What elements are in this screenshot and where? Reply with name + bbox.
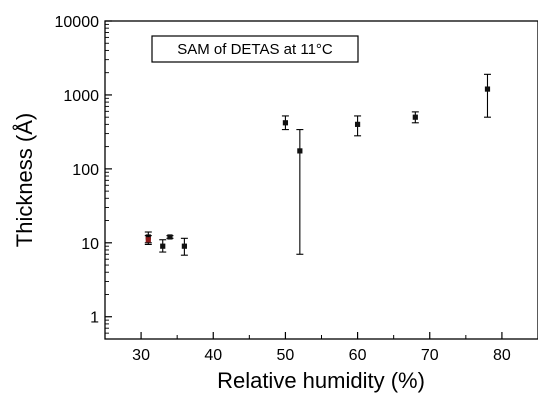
data-point: [354, 115, 362, 137]
point-marker: [484, 86, 491, 92]
point-marker: [412, 114, 418, 120]
x-tick-label: 50: [277, 347, 295, 364]
data-point: [144, 235, 152, 246]
point-marker: [145, 237, 151, 243]
point-marker: [167, 234, 173, 240]
point-marker: [160, 243, 166, 249]
annotation: SAM of DETAS at 11°C: [151, 35, 359, 63]
data-point: [483, 73, 491, 118]
point-marker: [354, 121, 361, 127]
data-point: [180, 237, 188, 256]
annotation-box: [151, 35, 359, 63]
data-point: [166, 234, 174, 240]
x-tick-label: 30: [132, 347, 150, 364]
y-tick-label: 10: [81, 236, 99, 253]
data-point: [296, 129, 304, 255]
tick-labels: 30 40 50 60 70 80 1 10 100 1000 10000: [55, 14, 511, 364]
data-point: [411, 111, 419, 124]
annotation-text: SAM of DETAS at 11°C: [177, 41, 333, 58]
y-tick-label: 1000: [63, 88, 99, 105]
y-axis-title: Thickness (Å): [12, 113, 37, 247]
point-marker: [282, 120, 289, 126]
y-tick-label: 10000: [55, 14, 100, 31]
point-marker: [297, 148, 303, 154]
x-tick-label: 80: [493, 347, 511, 364]
data-points: [144, 73, 491, 256]
x-tick-label: 40: [204, 347, 222, 364]
x-tick-label: 60: [349, 347, 367, 364]
y-tick-label: 1: [90, 310, 99, 327]
data-point: [281, 115, 289, 131]
x-tick-label: 70: [421, 347, 439, 364]
plot-frame: [104, 20, 538, 340]
point-marker: [181, 243, 187, 249]
y-tick-label: 100: [72, 162, 99, 179]
axis-ticks: [104, 20, 538, 340]
x-axis-title: Relative humidity (%): [217, 368, 425, 393]
data-point: [159, 239, 167, 253]
